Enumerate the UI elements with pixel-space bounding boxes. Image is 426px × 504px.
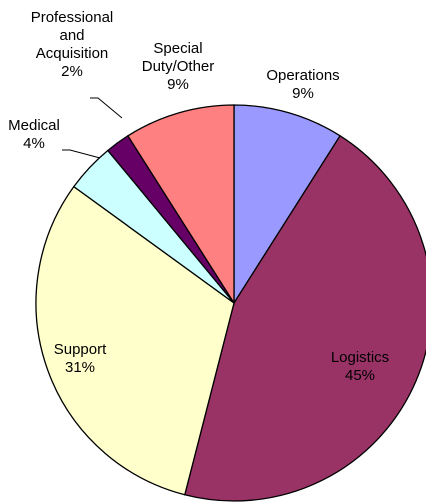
- slice-label: Logistics: [331, 349, 389, 366]
- slice-label: Support: [54, 341, 107, 358]
- slice-label: Professional and Acquisition: [31, 9, 114, 62]
- leader-line: [90, 97, 123, 119]
- pie-slice: [127, 104, 235, 306]
- slice-label: Operations: [266, 67, 339, 84]
- slice-value-label: 9%: [167, 76, 189, 93]
- slice-label: Medical: [8, 117, 60, 134]
- slice-value-label: 9%: [292, 85, 314, 102]
- slice-value-label: 2%: [61, 63, 83, 80]
- pie-slice: [35, 185, 235, 496]
- slice-value-label: 45%: [345, 367, 375, 384]
- slice-label: Special Duty/Other: [142, 40, 215, 75]
- pie-slice: [183, 134, 426, 502]
- leader-line: [62, 149, 101, 159]
- slice-value-label: 4%: [23, 135, 45, 152]
- pie-slice: [233, 104, 341, 306]
- slice-value-label: 31%: [65, 359, 95, 376]
